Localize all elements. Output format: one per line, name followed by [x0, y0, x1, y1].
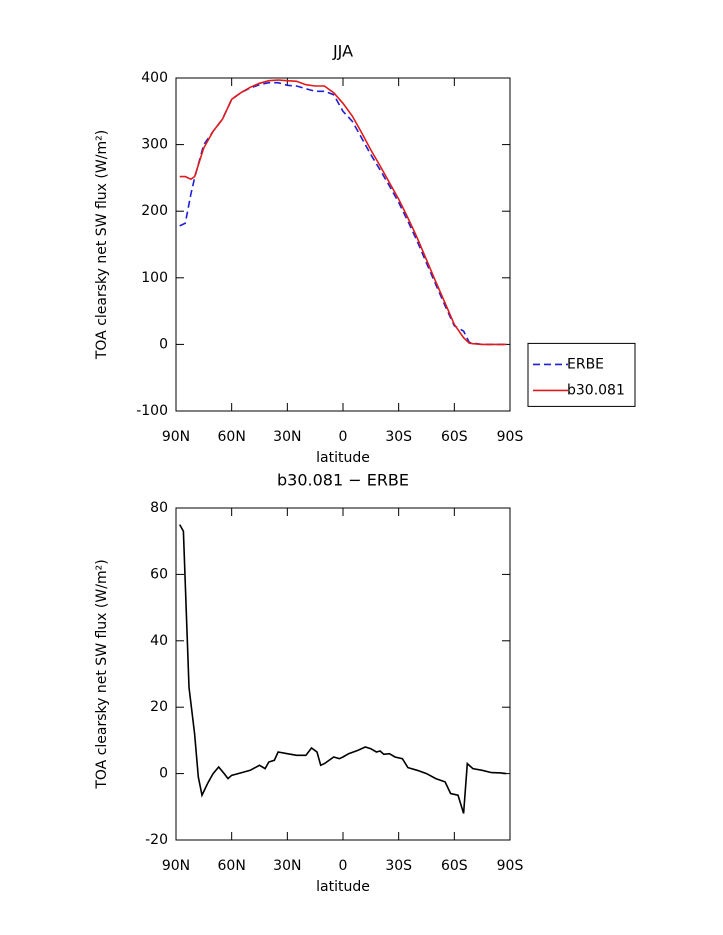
y-tick-label: 100	[141, 270, 168, 286]
legend-label: b30.081	[567, 382, 625, 398]
y-tick-label: 0	[159, 336, 168, 352]
x-tick-label: 90S	[497, 858, 524, 874]
plot-frame	[175, 507, 511, 841]
x-tick-label: 60N	[218, 429, 246, 445]
x-tick-label: 30N	[273, 858, 301, 874]
y-tick-label: 0	[159, 766, 168, 782]
data-line	[179, 81, 507, 346]
y-tick-label: 40	[150, 633, 168, 649]
y-tick-label: 400	[141, 70, 168, 86]
x-tick-label: 60N	[218, 858, 246, 874]
y-tick-label: -100	[136, 403, 168, 419]
x-tick-label: 60S	[441, 858, 468, 874]
x-tick-label: 90N	[162, 429, 190, 445]
x-tick-label: 60S	[441, 429, 468, 445]
legend-box	[527, 342, 636, 407]
x-axis-label: latitude	[316, 450, 370, 466]
x-tick-label: 30N	[273, 429, 301, 445]
y-tick-label: 20	[150, 699, 168, 715]
x-tick-label: 90S	[497, 429, 524, 445]
y-axis-label: TOA clearsky net SW flux (W/m²)	[94, 130, 110, 360]
y-axis-label: TOA clearsky net SW flux (W/m²)	[94, 559, 110, 789]
data-line	[179, 79, 507, 346]
legend-label: ERBE	[567, 356, 604, 372]
y-tick-label: 80	[150, 500, 168, 516]
plot-frame	[175, 77, 511, 412]
x-tick-label: 0	[339, 858, 348, 874]
x-tick-label: 30S	[385, 429, 412, 445]
x-tick-label: 0	[339, 429, 348, 445]
y-tick-label: 200	[141, 203, 168, 219]
chart-title: JJA	[332, 42, 353, 61]
chart-title: b30.081 − ERBE	[277, 471, 409, 490]
x-axis-label: latitude	[316, 879, 370, 895]
x-tick-label: 30S	[385, 858, 412, 874]
y-tick-label: 300	[141, 137, 168, 153]
y-tick-label: -20	[145, 832, 168, 848]
y-tick-label: 60	[150, 566, 168, 582]
data-line	[179, 524, 507, 814]
x-tick-label: 90N	[162, 858, 190, 874]
